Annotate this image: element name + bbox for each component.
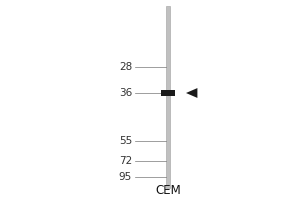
Text: 72: 72 <box>119 156 132 166</box>
Text: 95: 95 <box>119 172 132 182</box>
Text: 36: 36 <box>119 88 132 98</box>
Bar <box>166 6 170 188</box>
Text: CEM: CEM <box>155 184 181 198</box>
Text: 55: 55 <box>119 136 132 146</box>
Text: 28: 28 <box>119 62 132 72</box>
Polygon shape <box>186 88 197 98</box>
Bar <box>161 90 175 96</box>
